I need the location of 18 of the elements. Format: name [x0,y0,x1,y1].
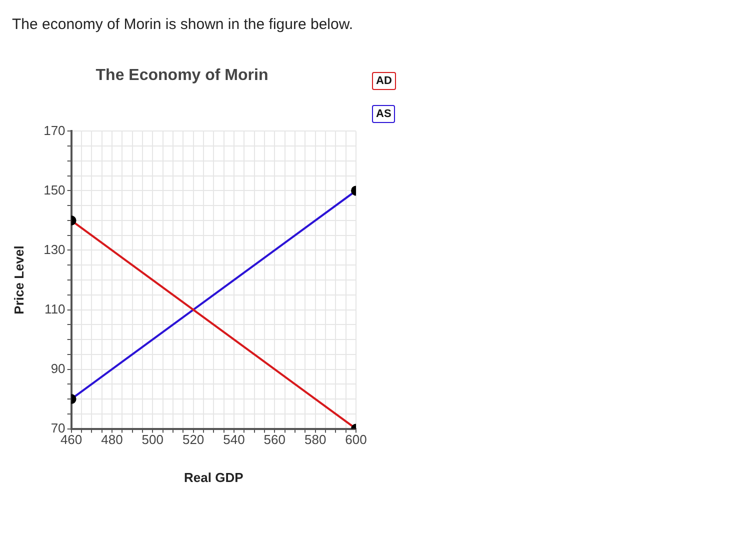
y-tick-label: 110 [44,301,66,316]
x-tick-label: 480 [101,432,123,448]
y-tick-label: 170 [44,122,66,138]
chart-title: The Economy of Morin [96,67,268,84]
y-tick-label: 150 [44,182,66,198]
x-tick-label: 500 [142,432,164,448]
x-tick-label: 520 [182,432,204,448]
y-tick-label: 90 [50,360,66,376]
text: The economy of Morin is shown in the figure below. [12,16,354,33]
y-tick-label: 130 [44,242,66,257]
x-tick-label: 560 [264,432,286,448]
x-tick-label: 600 [345,432,367,448]
text: AD [372,72,396,90]
x-tick-label: 540 [223,432,245,448]
y-axis-title: Price Level [11,246,26,314]
x-axis-title: Real GDP [184,470,244,485]
x-tick-label: 580 [304,432,326,448]
text: AS [372,105,396,124]
